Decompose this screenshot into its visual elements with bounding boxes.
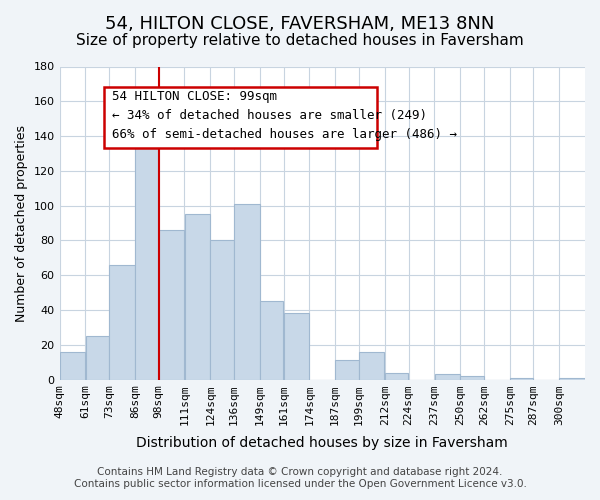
Bar [211,240,234,380]
Bar [359,352,385,380]
Bar [510,378,533,380]
Bar [385,372,408,380]
Bar [460,376,484,380]
Bar [109,265,134,380]
Bar [60,352,85,380]
Bar [135,126,158,380]
Bar [159,230,184,380]
Bar [86,336,109,380]
Text: Size of property relative to detached houses in Faversham: Size of property relative to detached ho… [76,32,524,48]
Text: 54, HILTON CLOSE, FAVERSHAM, ME13 8NN: 54, HILTON CLOSE, FAVERSHAM, ME13 8NN [106,15,494,33]
Bar [559,378,585,380]
Text: Contains HM Land Registry data © Crown copyright and database right 2024.
Contai: Contains HM Land Registry data © Crown c… [74,468,526,489]
FancyBboxPatch shape [104,87,377,148]
X-axis label: Distribution of detached houses by size in Faversham: Distribution of detached houses by size … [136,436,508,450]
Y-axis label: Number of detached properties: Number of detached properties [15,124,28,322]
Bar [260,302,283,380]
Bar [335,360,359,380]
Bar [234,204,260,380]
Bar [434,374,460,380]
Text: 54 HILTON CLOSE: 99sqm
← 34% of detached houses are smaller (249)
66% of semi-de: 54 HILTON CLOSE: 99sqm ← 34% of detached… [112,90,457,141]
Bar [284,314,309,380]
Bar [185,214,210,380]
